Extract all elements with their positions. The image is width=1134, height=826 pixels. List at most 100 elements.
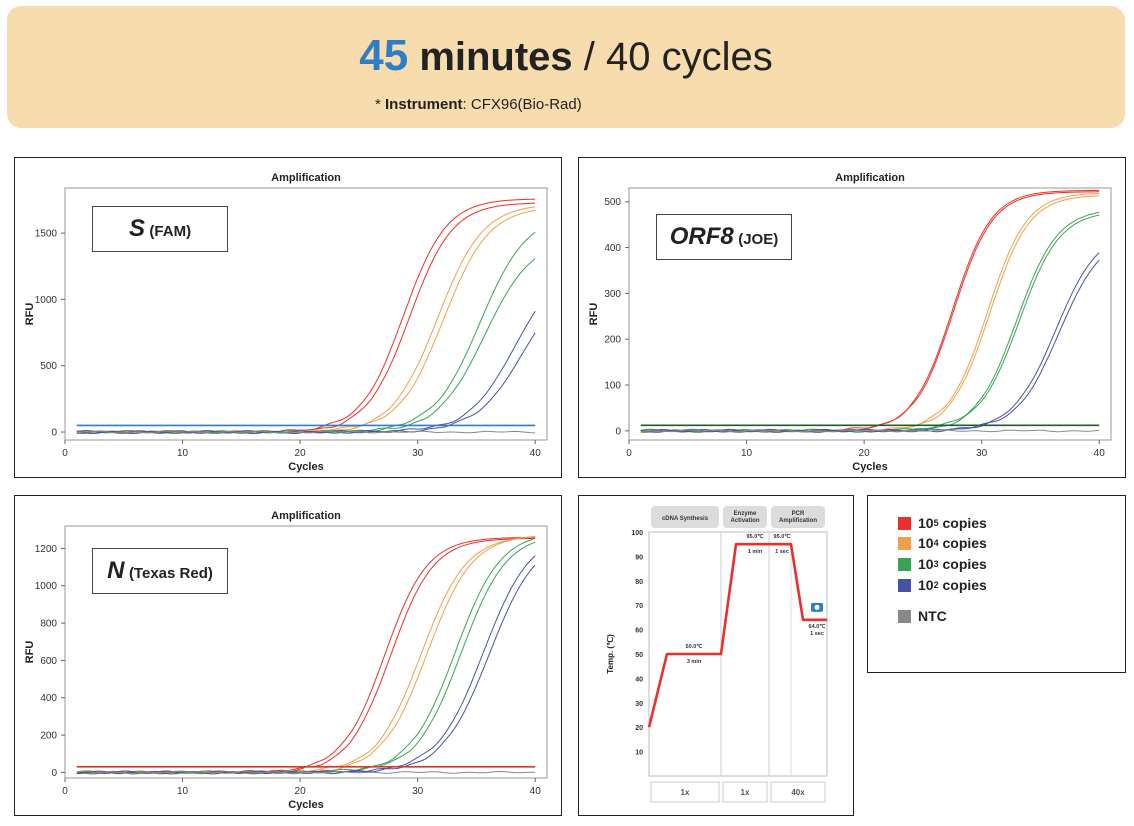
x-tick-label: 20 [295,786,307,797]
repeat-box [722,781,768,803]
time-unit: minutes [419,35,573,79]
x-tick-label: 40 [530,786,542,797]
chart-panel-orf8-joe: Amplification 0 10 20 30 40 0 100 200 300 400 500 Cy… [578,157,1126,478]
legend-swatch [898,536,911,550]
step-temp-label: 64.0℃ [809,623,827,630]
y-tick-label: 20 [635,725,643,732]
y-tick-label: 30 [635,701,643,708]
legend-label: copies [942,515,987,531]
gene-label-box: ORF8 (JOE) [656,214,792,260]
stage-name: Enzyme [734,511,757,517]
curve-1e2 [640,252,1100,433]
step-time-label: 3 min [687,659,702,665]
y-axis-label: RFU [24,303,36,326]
legend-item-1e5: 10 5 copies [898,514,987,532]
y-tick-label: 300 [604,289,621,300]
y-axis-label: RFU [588,303,600,326]
legend: 10 5 copies 10 4 copies 10 3 copies 10 2 cop… [867,495,1126,673]
legend-swatch [898,557,911,571]
y-tick-label: 1000 [35,295,58,306]
chart-title: Amplification [835,172,905,184]
y-tick-label: 0 [615,426,621,437]
legend-item-1e2: 10 2 copies [898,576,987,594]
curve-1e3 [76,231,536,435]
curve-1e2 [76,332,536,435]
curve-1e2 [640,259,1100,433]
legend-exp: 4 [933,538,939,548]
legend-label: copies [942,577,987,593]
instrument-prefix: * [375,96,386,113]
y-tick-label: 10 [635,750,643,757]
legend-base: NTC [918,608,947,624]
gene-name: N [107,557,125,584]
y-tick-label: 1200 [35,544,58,555]
x-tick-label: 10 [741,448,753,459]
repeat-label: 1x [681,788,690,797]
stage-name: Amplification [779,518,817,524]
legend-swatch [898,609,911,623]
stage-header [771,506,825,528]
x-tick-label: 40 [530,448,542,459]
curve-1e2 [76,310,536,435]
y-tick-label: 400 [40,693,57,704]
amplification-chart-s: Amplification 0 10 20 30 40 0 500 1000 1500 Cycles… [24,172,548,473]
y-tick-label: 1000 [35,581,58,592]
y-tick-label: 200 [40,731,57,742]
legend-swatch [898,516,911,530]
legend-base: 10 [918,515,934,531]
y-tick-label: 0 [51,768,57,779]
y-tick-label: 0 [51,428,57,439]
y-tick-label: 70 [635,603,643,610]
instrument-value: : CFX96(Bio-Rad) [462,96,582,113]
y-tick-label: 600 [40,656,57,667]
step-temp-label: 95.0℃ [774,533,792,540]
curve-1e2 [76,564,536,775]
y-axis-label: RFU [24,641,36,664]
x-axis-label: Cycles [288,799,323,811]
step-time-label: 1 sec [810,631,824,637]
curve-ntc [76,770,536,774]
stage-name: Activation [730,518,759,524]
plot-area [64,187,548,441]
x-tick-label: 30 [412,448,424,459]
legend-exp: 3 [933,559,939,569]
gene-label-box: N (Texas Red) [92,548,228,594]
cycles-text: / 40 cycles [583,35,773,79]
legend-base: 10 [918,535,934,551]
repeat-label: 40x [791,788,805,797]
y-tick-label: 90 [635,554,643,561]
chart-panel-s-fam: Amplification 0 10 20 30 40 0 500 1000 1500 Cycles… [14,157,562,478]
gene-name: S [128,215,145,242]
thermal-profile-panel: cDNA Synthesis 1x Enzyme Activation 1x PCR Amp… [578,495,854,816]
plot-area [628,187,1112,441]
stage-name: PCR [792,511,805,517]
x-tick-label: 10 [177,448,189,459]
camera-icon-lens [814,604,820,610]
chart-title: Amplification [271,510,341,522]
gene-name: ORF8 [669,223,734,250]
y-tick-label: 500 [40,361,57,372]
step-time-label: 1 sec [775,549,789,555]
y-tick-label: 800 [40,619,57,630]
legend-item-1e4: 10 4 copies [898,534,987,552]
legend-exp: 5 [933,518,939,528]
gene-label-box: S (FAM) [92,206,228,252]
chart-panel-n-texasred: Amplification 0 10 20 30 40 0 200 400 600 800 1000 1… [14,495,562,816]
legend-item-ntc: NTC [898,607,947,625]
y-axis-label: Temp. (℃) [606,634,615,674]
stage-name: cDNA Synthesis [662,516,709,522]
temperature-line [647,542,827,728]
curve-ntc [76,430,536,434]
legend-base: 10 [918,577,934,593]
legend-swatch [898,578,911,592]
step-temp-label: 50.0℃ [686,643,704,650]
curve-ntc [640,429,1100,433]
y-tick-label: 40 [635,676,643,683]
x-tick-label: 10 [177,786,189,797]
repeat-box [650,781,720,803]
stage-header [723,506,767,528]
chart-title: Amplification [271,172,341,184]
y-tick-label: 100 [604,381,621,392]
